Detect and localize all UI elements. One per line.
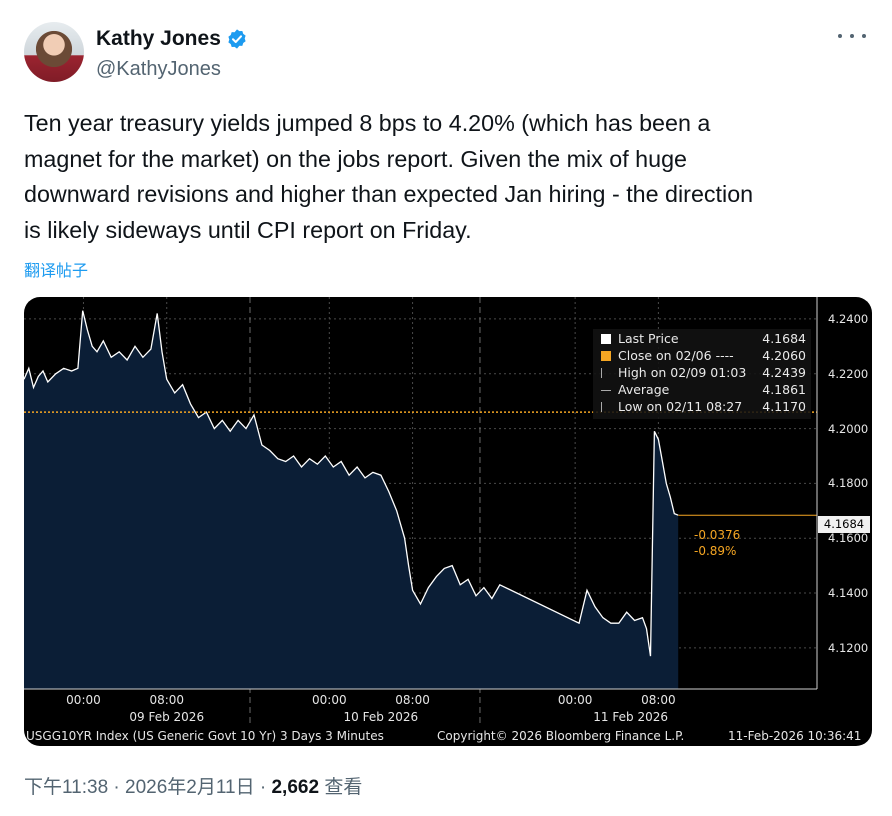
legend-value: 4.2439 [762, 365, 806, 380]
x-date-label: 09 Feb 2026 [129, 710, 205, 724]
legend-row: Close on 02/06 ---- 4.2060 [601, 347, 806, 364]
legend-value: 4.1861 [762, 382, 806, 397]
x-date-label: 11 Feb 2026 [593, 710, 668, 724]
chart-copyright: Copyright© 2026 Bloomberg Finance L.P. [437, 729, 685, 743]
legend-value: 4.1170 [762, 399, 806, 414]
legend-value: 4.2060 [762, 348, 806, 363]
views-count: 2,662 [271, 777, 320, 798]
post-metadata: 下午11:38 · 2026年2月11日 · 2,662 查看 [24, 772, 362, 799]
legend-label: Last Price [618, 331, 679, 346]
x-tick-label: 08:00 [149, 693, 185, 707]
avatar[interactable] [24, 22, 84, 82]
chart-legend: Last Price 4.1684 Close on 02/06 ---- 4.… [593, 329, 811, 419]
views-label: 查看 [324, 777, 363, 798]
low-marker-icon [601, 401, 611, 412]
x-tick-label: 00:00 [312, 693, 347, 707]
legend-label: Close on 02/06 ---- [618, 348, 734, 363]
post-time[interactable]: 下午11:38 [24, 777, 109, 798]
chart-security-caption: USGG10YR Index (US Generic Govt 10 Yr) 3… [26, 729, 384, 743]
last-price-swatch [601, 333, 611, 344]
x-tick-label: 00:00 [557, 693, 593, 707]
price-area [24, 310, 679, 689]
legend-label: Average [618, 382, 670, 397]
legend-row: High on 02/09 01:03 4.2439 [601, 364, 806, 381]
legend-row: Average 4.1861 [601, 381, 806, 398]
y-tick-label: 4.2400 [828, 311, 869, 326]
legend-label: Low on 02/11 08:27 [618, 399, 743, 414]
price-line [24, 310, 679, 657]
author-name-row: Kathy Jones [96, 27, 248, 51]
post-text: Ten year treasury yields jumped 8 bps to… [24, 110, 754, 243]
chart-timestamp: 11-Feb-2026 10:36:41 [728, 729, 862, 743]
chart-image[interactable]: 4.2400 4.2200 4.2000 4.1800 4.1600 4.1400 4.12… [24, 297, 872, 746]
y-tick-label: 4.1600 [828, 531, 869, 546]
x-tick-label: 08:00 [641, 693, 676, 707]
more-horizontal-icon[interactable] [838, 26, 866, 46]
y-tick-label: 4.2200 [828, 366, 869, 381]
post-date[interactable]: 2026年2月11日 [125, 777, 255, 798]
author-display-name[interactable]: Kathy Jones [96, 27, 221, 50]
verified-badge-icon [228, 29, 246, 49]
author-handle[interactable]: @KathyJones [96, 58, 221, 80]
average-marker-icon [601, 390, 611, 391]
x-tick-label: 08:00 [395, 693, 430, 707]
x-date-label: 10 Feb 2026 [343, 710, 419, 724]
y-tick-label: 4.1800 [828, 476, 869, 491]
separator: · [259, 777, 267, 798]
y-tick-label: 4.1400 [828, 586, 869, 601]
legend-row: Low on 02/11 08:27 4.1170 [601, 398, 806, 415]
y-tick-label: 4.2000 [828, 421, 869, 436]
legend-value: 4.1684 [762, 331, 806, 346]
legend-label: High on 02/09 01:03 [618, 365, 747, 380]
y-tick-label: 4.1200 [828, 640, 869, 655]
price-chart-svg [24, 297, 818, 727]
close-swatch [601, 350, 611, 361]
separator: · [113, 777, 120, 798]
price-change: -0.0376 [694, 528, 741, 542]
high-marker-icon [601, 367, 611, 378]
legend-row: Last Price 4.1684 [601, 330, 806, 347]
last-price-badge: 4.1684 [818, 516, 870, 533]
translate-post-link[interactable]: 翻译帖子 [24, 263, 89, 280]
price-change-pct: -0.89% [694, 544, 737, 558]
x-tick-label: 00:00 [66, 693, 101, 707]
